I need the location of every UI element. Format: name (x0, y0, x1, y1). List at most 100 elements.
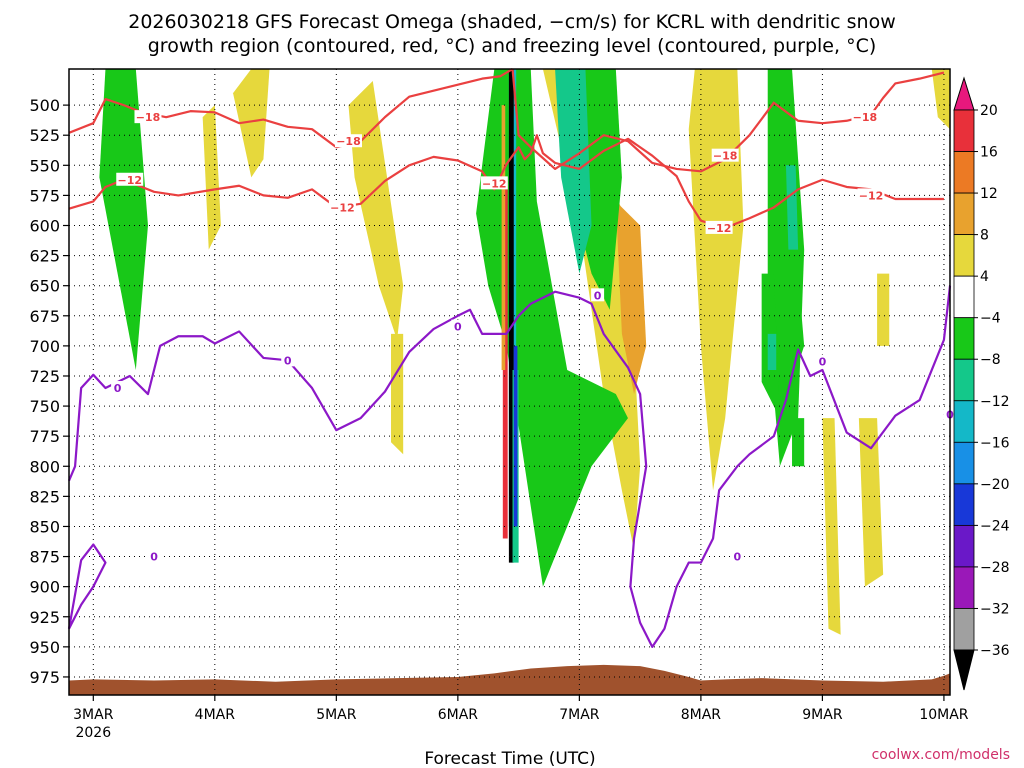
colorbar: 20 16 12 8 4 −4 −8 −12 −16 −20 −24 −28 −32 −36 (953, 76, 1010, 691)
contour-label-5: −12 (330, 201, 355, 214)
colorbar-tick-label-8: −16 (980, 435, 1010, 451)
y-tick-label-700: 700 (29, 337, 60, 356)
omega-region-3 (233, 69, 270, 178)
contour-label-11: 0 (454, 321, 462, 334)
contour-label-1: −18 (336, 135, 361, 148)
omega-region-9 (391, 333, 404, 455)
contour-label-bg-13 (730, 549, 744, 563)
y-tick-label-575: 575 (29, 186, 60, 205)
x-axis: 3MAR 2026 4MAR 5MAR 6MAR 7MAR 8MAR 9MAR 10MAR (73, 695, 969, 741)
contour-0-3 (67, 285, 952, 648)
y-tick-label-650: 650 (29, 277, 60, 296)
x-tick-label-9MAR: 9MAR (802, 707, 843, 723)
contour-label-bg-0 (134, 110, 162, 124)
y-tick-label-825: 825 (29, 487, 60, 506)
contour-label-7: −12 (707, 222, 732, 235)
contour-label-16: 0 (150, 551, 158, 564)
contour-label-0: −18 (136, 111, 161, 124)
omega-region-18 (555, 69, 592, 274)
y-tick-label-725: 725 (29, 367, 60, 386)
omega-region-1 (348, 81, 404, 340)
grid-layer (69, 69, 950, 695)
colorbar-band-10 (953, 524, 975, 568)
colorbar-band-12 (953, 608, 975, 651)
y-tick-label-900: 900 (29, 578, 60, 597)
colorbar-band-3 (953, 234, 975, 277)
omega-region-5 (877, 273, 890, 346)
colorbar-bottom-arrow (953, 649, 975, 691)
contour-label-bg-11 (451, 319, 465, 333)
y-tick-label-875: 875 (29, 548, 60, 567)
contour-label-bg-7 (705, 220, 733, 234)
contour-label-bg-9 (111, 381, 125, 395)
colorbar-tick-label-4: 4 (980, 269, 989, 285)
omega-shading-layer (99, 69, 950, 635)
colorbar-tick-label-5: −4 (980, 311, 1001, 327)
colorbar-band-1 (953, 151, 975, 194)
y-tick-label-500: 500 (29, 96, 60, 115)
y-tick-label-800: 800 (29, 457, 60, 476)
contour-label-bg-8 (857, 188, 885, 202)
x-tick-sublabel-3MAR: 2026 (75, 725, 111, 741)
omega-region-2 (688, 69, 744, 491)
y-tick-label-775: 775 (29, 427, 60, 446)
contour-0-4 (67, 543, 107, 630)
contour--12-2 (68, 134, 944, 230)
colorbar-tick-label-7: −12 (980, 394, 1010, 410)
colorbar-tick-label-9: −20 (980, 477, 1010, 493)
omega-region-20 (767, 333, 777, 370)
colorbar-tick-label-13: −36 (980, 643, 1010, 659)
colorbar-tick-label-2: 12 (980, 186, 998, 202)
contour-label-8: −12 (859, 189, 884, 202)
omega-region-10 (615, 201, 647, 395)
x-tick-label-5MAR: 5MAR (316, 707, 357, 723)
contour-label-6: −12 (482, 177, 507, 190)
omega-region-7 (822, 418, 841, 635)
omega-region-6 (858, 418, 884, 587)
contour-label-bg-3 (851, 110, 879, 124)
colorbar-band-8 (953, 441, 975, 485)
omega-region-19 (785, 165, 799, 250)
colorbar-tick-label-12: −32 (980, 601, 1010, 617)
credit-text: coolwx.com/models (872, 747, 1010, 763)
y-axis: 500 525 550 575 600 625 650 675 700 725 750 775 800 8… (29, 96, 69, 687)
x-tick-label-8MAR: 8MAR (681, 707, 722, 723)
contour-label-4: −12 (117, 174, 142, 187)
contour-label-2: −18 (713, 150, 738, 163)
x-tick-label-4MAR: 4MAR (195, 707, 236, 723)
contour-label-bg-2 (711, 148, 739, 162)
omega-region-4 (202, 105, 221, 250)
contour-label-10: 0 (284, 354, 292, 367)
x-axis-label: Forecast Time (UTC) (424, 749, 595, 768)
omega-region-14 (773, 273, 805, 419)
colorbar-band-4 (953, 275, 975, 319)
colorbar-band-5 (953, 317, 975, 360)
chart-title-line-1: 2026030218 GFS Forecast Omega (shaded, −… (128, 11, 895, 33)
chart-title-line-2: growth region (contoured, red, °C) and f… (148, 35, 877, 57)
colorbar-band-11 (953, 566, 975, 609)
colorbar-tick-label-6: −8 (980, 352, 1001, 368)
omega-region-8 (931, 69, 950, 130)
contour-label-bg-10 (281, 353, 295, 367)
colorbar-band-7 (953, 400, 975, 443)
contour-label-bg-16 (147, 549, 161, 563)
x-tick-label-10MAR: 10MAR (919, 707, 968, 723)
colorbar-band-0 (953, 109, 975, 152)
contour-label-14: 0 (819, 356, 827, 369)
colorbar-tick-label-11: −28 (980, 560, 1010, 576)
contour-label-bg-4 (116, 172, 144, 186)
colorbar-band-6 (953, 358, 975, 402)
contour-label-bg-12 (591, 288, 605, 302)
colorbar-tick-label-0: 20 (980, 103, 998, 119)
colorbar-band-2 (953, 192, 975, 236)
x-tick-label-7MAR: 7MAR (559, 707, 600, 723)
y-tick-label-975: 975 (29, 668, 60, 687)
contour-label-bg-1 (334, 134, 362, 148)
terrain-layer (69, 664, 950, 695)
contour-label-bg-6 (480, 176, 508, 190)
y-tick-label-950: 950 (29, 638, 60, 657)
plot-frame (68, 68, 951, 696)
omega-region-26 (501, 105, 506, 370)
